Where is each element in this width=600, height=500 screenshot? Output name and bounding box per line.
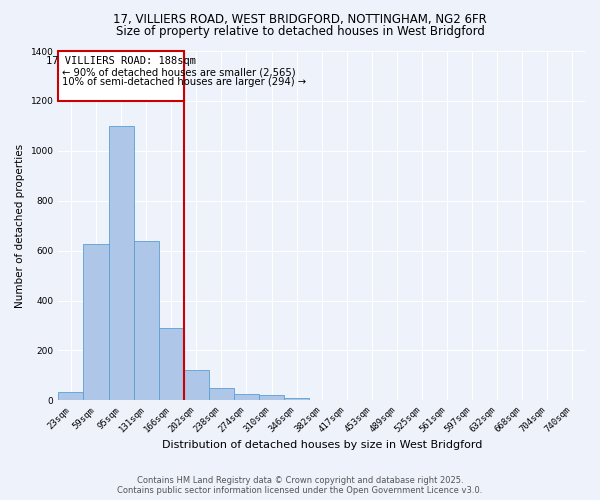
Bar (159, 328, 184, 400)
Bar (209, 388, 234, 400)
Text: Size of property relative to detached houses in West Bridgford: Size of property relative to detached ho… (116, 25, 484, 38)
Bar (83, 244, 109, 400)
Text: 17 VILLIERS ROAD: 188sqm: 17 VILLIERS ROAD: 188sqm (46, 56, 196, 66)
Bar (134, 240, 159, 400)
Y-axis label: Number of detached properties: Number of detached properties (15, 144, 25, 308)
FancyBboxPatch shape (58, 51, 184, 101)
Text: 10% of semi-detached houses are larger (294) →: 10% of semi-detached houses are larger (… (62, 77, 307, 87)
Text: ← 90% of detached houses are smaller (2,565): ← 90% of detached houses are smaller (2,… (62, 67, 296, 77)
Text: 17, VILLIERS ROAD, WEST BRIDGFORD, NOTTINGHAM, NG2 6FR: 17, VILLIERS ROAD, WEST BRIDGFORD, NOTTI… (113, 12, 487, 26)
Bar (259, 396, 284, 400)
Bar (184, 370, 209, 400)
Bar (109, 126, 134, 400)
Bar (234, 394, 259, 400)
Bar (58, 392, 83, 400)
Text: Contains HM Land Registry data © Crown copyright and database right 2025.
Contai: Contains HM Land Registry data © Crown c… (118, 476, 482, 495)
X-axis label: Distribution of detached houses by size in West Bridgford: Distribution of detached houses by size … (161, 440, 482, 450)
Bar (284, 398, 309, 400)
